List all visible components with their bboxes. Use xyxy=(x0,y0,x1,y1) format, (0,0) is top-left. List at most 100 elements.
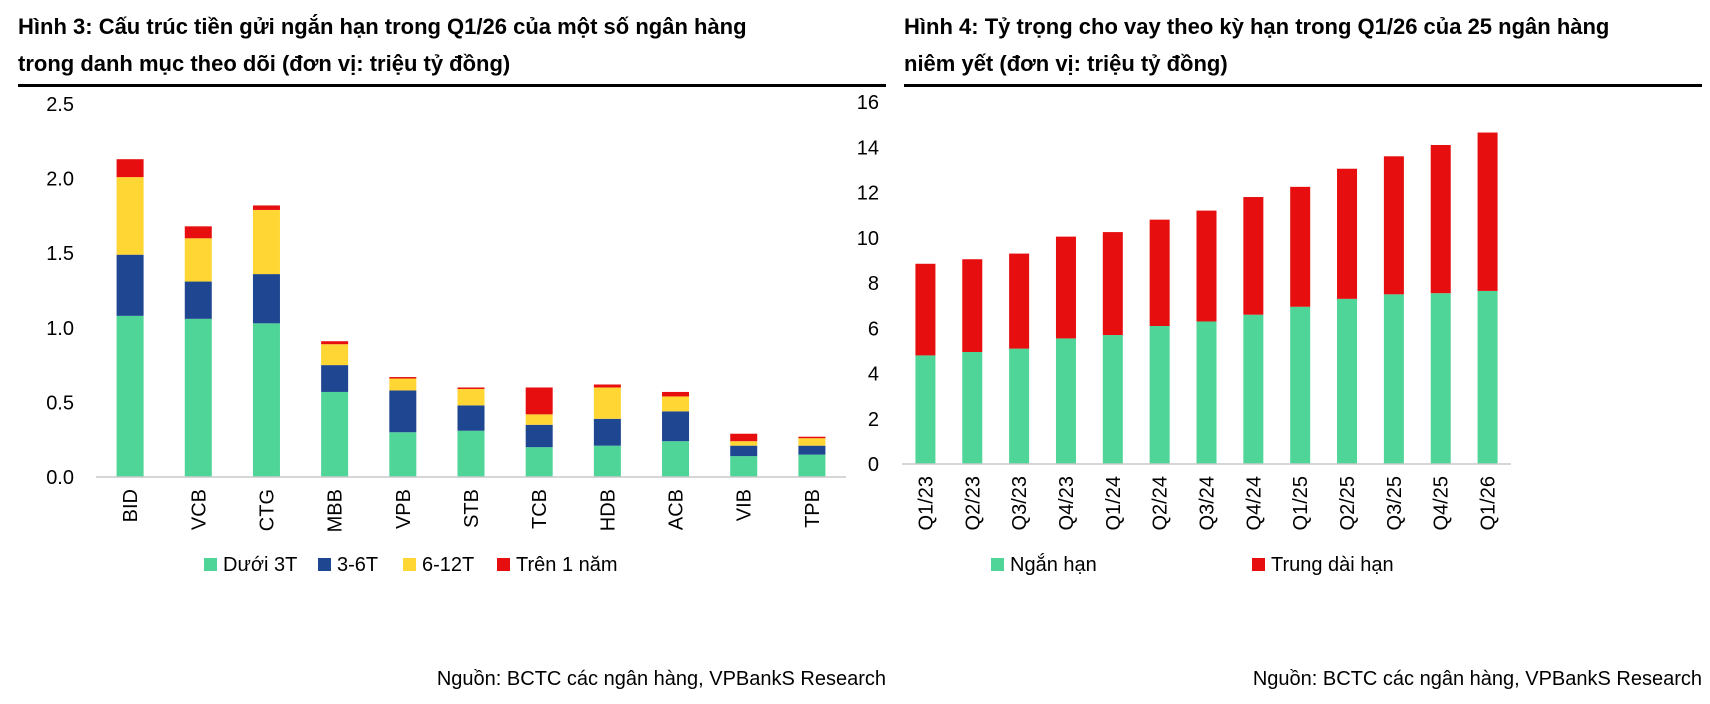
fig3-bar-tpb-series-3 xyxy=(798,436,826,439)
fig3-bar-tcb-series-2 xyxy=(525,414,553,425)
figure-4-title-line2: niêm yết (đơn vị: triệu tỷ đồng) xyxy=(904,51,1228,76)
fig4-category-label: Q4/24 xyxy=(1243,476,1265,530)
fig4-category-label: Q4/23 xyxy=(1056,476,1078,530)
fig3-bar-vib-series-3 xyxy=(730,433,758,442)
fig3-ytick-label: 1.0 xyxy=(46,318,74,340)
fig4-bar-q1-26-series-0 xyxy=(1477,290,1498,464)
fig3-bar-hdb-series-3 xyxy=(593,384,621,388)
fig3-bar-vib-series-0 xyxy=(730,456,758,477)
figure-4-title-line1: Tỷ trọng cho vay theo kỳ hạn trong Q1/26… xyxy=(984,14,1610,39)
fig4-bar-q2-23-series-0 xyxy=(962,352,983,464)
figure-3-panel: Hình 3: Cấu trúc tiền gửi ngắn hạn trong… xyxy=(18,0,886,690)
fig4-bar-q1-25-series-1 xyxy=(1290,186,1311,307)
fig3-ytick-label: 0.5 xyxy=(46,392,74,414)
fig4-ytick-label: 10 xyxy=(857,228,879,250)
fig3-category-label: MBB xyxy=(325,489,347,532)
fig3-bar-vpb-series-3 xyxy=(389,377,417,379)
fig3-bar-bid-series-1 xyxy=(116,254,144,316)
fig4-ytick-label: 16 xyxy=(857,92,879,114)
fig3-category-label: VPB xyxy=(393,489,415,529)
figure-3-title: Hình 3: Cấu trúc tiền gửi ngắn hạn trong… xyxy=(18,8,886,82)
fig3-category-label: TCB xyxy=(529,489,551,529)
fig4-bar-q1-24-series-0 xyxy=(1102,335,1123,464)
fig3-bar-bid-series-0 xyxy=(116,315,144,477)
fig3-bar-mbb-series-0 xyxy=(321,391,349,477)
fig4-bar-q3-23-series-0 xyxy=(1009,348,1030,464)
fig4-legend-swatch xyxy=(1252,558,1265,571)
fig3-legend-label: 3-6T xyxy=(337,554,378,576)
fig3-bar-vpb-series-0 xyxy=(389,432,417,477)
fig3-bar-hdb-series-2 xyxy=(593,387,621,419)
fig3-bar-vcb-series-3 xyxy=(184,226,212,239)
fig3-ytick-label: 2.0 xyxy=(46,169,74,191)
fig4-category-label: Q3/23 xyxy=(1009,476,1031,530)
fig3-bar-bid-series-3 xyxy=(116,159,144,178)
fig3-bar-vcb-series-1 xyxy=(184,281,212,319)
fig3-bar-ctg-series-1 xyxy=(252,274,280,324)
fig4-bar-q3-24-series-1 xyxy=(1196,210,1217,322)
fig3-category-label: ACB xyxy=(666,489,688,530)
fig3-bar-hdb-series-0 xyxy=(593,445,621,477)
fig3-bar-tcb-series-0 xyxy=(525,447,553,477)
figure-4-source: Nguồn: BCTC các ngân hàng, VPBankS Resea… xyxy=(1252,668,1702,690)
fig3-legend-swatch xyxy=(204,558,217,571)
fig3-bar-stb-series-0 xyxy=(457,430,485,477)
fig4-category-label: Q2/24 xyxy=(1150,476,1172,530)
figure-3-title-line2: trong danh mục theo dõi (đơn vị: triệu t… xyxy=(18,51,511,76)
fig4-category-label: Q2/25 xyxy=(1337,476,1359,530)
fig3-bar-tpb-series-0 xyxy=(798,454,826,477)
fig4-legend-label: Trung dài hạn xyxy=(1271,554,1394,576)
fig3-bar-acb-series-2 xyxy=(662,396,690,412)
fig4-bar-q4-24-series-0 xyxy=(1243,314,1264,464)
fig4-bar-q2-25-series-1 xyxy=(1337,168,1358,299)
fig4-bar-q1-26-series-1 xyxy=(1477,132,1498,291)
fig3-bar-vib-series-2 xyxy=(730,441,758,446)
fig4-ytick-label: 8 xyxy=(868,273,879,295)
fig4-bar-q1-23-series-0 xyxy=(915,355,936,464)
fig3-bar-mbb-series-2 xyxy=(321,344,349,366)
figure-4-label: Hình 4: xyxy=(904,14,979,39)
fig3-bar-stb-series-1 xyxy=(457,405,485,431)
fig4-bar-q4-24-series-1 xyxy=(1243,197,1264,315)
fig3-legend-label: Dưới 3T xyxy=(223,554,297,576)
fig3-bar-vcb-series-0 xyxy=(184,318,212,477)
fig4-category-label: Q1/24 xyxy=(1103,476,1125,530)
fig4-category-label: Q3/24 xyxy=(1197,476,1219,530)
fig3-bar-mbb-series-1 xyxy=(321,365,349,392)
fig4-bar-q1-25-series-0 xyxy=(1290,306,1311,464)
fig3-bar-vpb-series-1 xyxy=(389,390,417,433)
fig3-bar-acb-series-3 xyxy=(662,391,690,397)
fig3-ytick-label: 1.5 xyxy=(46,243,74,265)
fig3-bar-ctg-series-3 xyxy=(252,205,280,210)
fig3-bar-hdb-series-1 xyxy=(593,418,621,446)
fig4-bar-q4-23-series-0 xyxy=(1055,338,1076,464)
figure-4-title-rule xyxy=(904,84,1702,87)
figure-3-label: Hình 3: xyxy=(18,14,93,39)
fig3-bar-stb-series-2 xyxy=(457,388,485,406)
fig4-ytick-label: 2 xyxy=(868,409,879,431)
fig4-category-label: Q1/25 xyxy=(1290,476,1312,530)
fig4-bar-q2-23-series-1 xyxy=(962,259,983,353)
fig3-bar-mbb-series-3 xyxy=(321,341,349,345)
fig3-bar-acb-series-0 xyxy=(662,441,690,477)
fig3-category-label: CTG xyxy=(256,489,278,531)
fig3-legend-swatch xyxy=(497,558,510,571)
fig4-bar-q2-24-series-1 xyxy=(1149,219,1170,326)
fig4-ytick-label: 14 xyxy=(857,137,879,159)
fig3-legend-swatch xyxy=(403,558,416,571)
fig3-bar-tcb-series-1 xyxy=(525,424,553,448)
fig3-bar-ctg-series-2 xyxy=(252,209,280,275)
fig3-ytick-label: 2.5 xyxy=(46,94,74,116)
figure-3-title-line1: Cấu trúc tiền gửi ngắn hạn trong Q1/26 c… xyxy=(98,14,747,39)
fig3-bar-vib-series-1 xyxy=(730,445,758,457)
fig4-legend-swatch xyxy=(991,558,1004,571)
fig3-bar-bid-series-2 xyxy=(116,177,144,255)
fig4-bar-q1-24-series-1 xyxy=(1102,232,1123,336)
fig3-bar-tpb-series-1 xyxy=(798,445,826,455)
fig3-ytick-label: 0.0 xyxy=(46,467,74,489)
fig3-bar-ctg-series-0 xyxy=(252,323,280,477)
fig3-category-label: STB xyxy=(461,489,483,528)
fig3-category-label: HDB xyxy=(597,489,619,531)
fig4-legend-label: Ngắn hạn xyxy=(1010,553,1097,576)
fig4-ytick-label: 6 xyxy=(868,318,879,340)
